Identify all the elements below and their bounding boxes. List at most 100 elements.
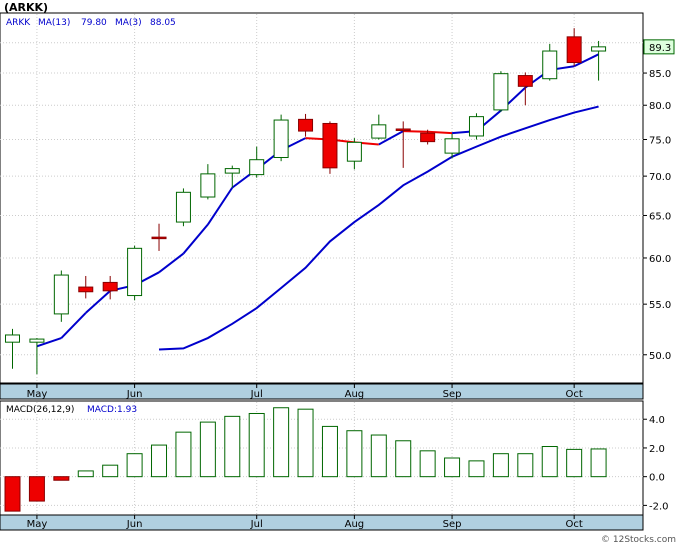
candle xyxy=(151,223,167,251)
price-tick-label: 50.0 xyxy=(649,351,671,362)
legend-ma3-label: MA(3) xyxy=(115,18,142,28)
ma3-segment xyxy=(427,130,453,135)
month-label: Aug xyxy=(345,519,365,530)
price-x-grid xyxy=(36,14,575,382)
legend-ma13-label: MA(13) xyxy=(38,18,70,28)
month-label: Oct xyxy=(566,389,583,400)
candle xyxy=(5,328,20,369)
ma3-segment xyxy=(573,53,600,68)
macd-bar xyxy=(321,425,338,478)
macd-tick-label: 4.0 xyxy=(649,415,665,426)
last-price-label: 89.3 xyxy=(649,43,671,54)
legend-ma3-value: 88.05 xyxy=(150,18,176,28)
month-label: Jun xyxy=(126,519,143,530)
candle xyxy=(566,28,582,67)
macd-bar xyxy=(53,476,70,481)
ma13-polyline xyxy=(158,105,599,351)
legend-symbol: ARKK xyxy=(6,18,31,28)
candle xyxy=(517,72,533,106)
macd-bar xyxy=(395,440,412,478)
copyright-footer: © 12Stocks.com xyxy=(601,535,676,545)
ma3-segment xyxy=(60,312,87,339)
candle-body xyxy=(468,116,484,137)
month-label: Aug xyxy=(345,389,365,400)
candle xyxy=(200,164,216,200)
macd-title: MACD(26,12,9) xyxy=(6,405,74,415)
candle-body xyxy=(249,159,265,176)
candle xyxy=(542,43,558,81)
ma3-segment xyxy=(182,223,209,255)
candle xyxy=(53,270,69,322)
date-axis-band-bottom xyxy=(0,514,644,531)
candle-body xyxy=(493,73,509,111)
price-tick-label: 80.0 xyxy=(649,101,671,112)
macd-bar xyxy=(566,448,583,478)
candle xyxy=(493,71,509,112)
candle xyxy=(127,245,143,301)
macd-bar xyxy=(248,412,265,478)
macd-histogram xyxy=(4,407,607,512)
candle-body xyxy=(127,247,143,297)
candle-body xyxy=(591,46,607,52)
candle-body xyxy=(517,75,533,87)
macd-y-axis: -2.0 0.0 2.0 4.0 xyxy=(643,415,669,512)
ma3-segment xyxy=(207,187,234,226)
price-tick-label: 60.0 xyxy=(649,254,671,265)
date-labels-top: May Jun Jul Aug Sep Oct xyxy=(27,384,583,400)
candle xyxy=(322,121,338,174)
macd-tick-label: 2.0 xyxy=(649,444,665,455)
macd-value: MACD:1.93 xyxy=(87,405,137,415)
candle-body xyxy=(102,281,118,292)
candle xyxy=(78,275,94,299)
macd-bar xyxy=(224,415,241,478)
candle xyxy=(468,113,484,140)
month-label: Oct xyxy=(566,519,583,530)
macd-bar xyxy=(517,453,534,478)
ticker-title: (ARKK) xyxy=(4,1,48,14)
month-label: Jun xyxy=(126,389,143,400)
candle xyxy=(273,114,289,162)
macd-panel xyxy=(0,400,644,516)
candle-body xyxy=(298,118,314,132)
price-y-axis: 50.055.060.065.070.075.080.085.090.0 xyxy=(643,39,671,362)
macd-tick-label: 0.0 xyxy=(649,473,665,484)
macd-bar xyxy=(468,460,485,478)
candle xyxy=(102,275,118,300)
candle xyxy=(224,165,240,188)
candle-body xyxy=(29,338,45,343)
candle xyxy=(444,133,460,159)
macd-bar xyxy=(370,434,387,478)
ma3-segment xyxy=(85,290,111,314)
candle xyxy=(249,146,265,178)
macd-bar xyxy=(590,448,607,478)
candle-body xyxy=(53,274,69,315)
candle-body xyxy=(224,168,240,174)
month-label: Jul xyxy=(250,519,263,530)
macd-bar xyxy=(492,453,509,478)
candlesticks xyxy=(5,28,607,375)
candle-body xyxy=(346,141,362,162)
ma3-segment xyxy=(158,252,185,274)
price-tick-label: 55.0 xyxy=(649,300,671,311)
candle-body xyxy=(395,128,411,131)
candle xyxy=(346,138,362,170)
legend-ma13-value: 79.80 xyxy=(81,18,107,28)
month-label: Jul xyxy=(250,389,263,400)
candle-body xyxy=(566,36,582,64)
price-tick-label: 75.0 xyxy=(649,136,671,147)
price-panel xyxy=(0,12,644,384)
macd-bar xyxy=(199,421,216,478)
macd-bar xyxy=(297,408,314,478)
candle-body xyxy=(273,119,289,159)
last-price-badge: 89.3 xyxy=(643,39,675,55)
price-tick-label: 65.0 xyxy=(649,211,671,222)
date-labels-bottom: May Jun Jul Aug Sep Oct xyxy=(27,515,583,530)
candle-body xyxy=(371,124,387,139)
macd-bar xyxy=(77,470,94,478)
price-tick-label: 85.0 xyxy=(649,69,671,80)
month-label: Sep xyxy=(443,519,462,530)
month-label: May xyxy=(27,389,48,400)
macd-bar xyxy=(175,431,192,478)
ma3-segment xyxy=(36,337,62,348)
